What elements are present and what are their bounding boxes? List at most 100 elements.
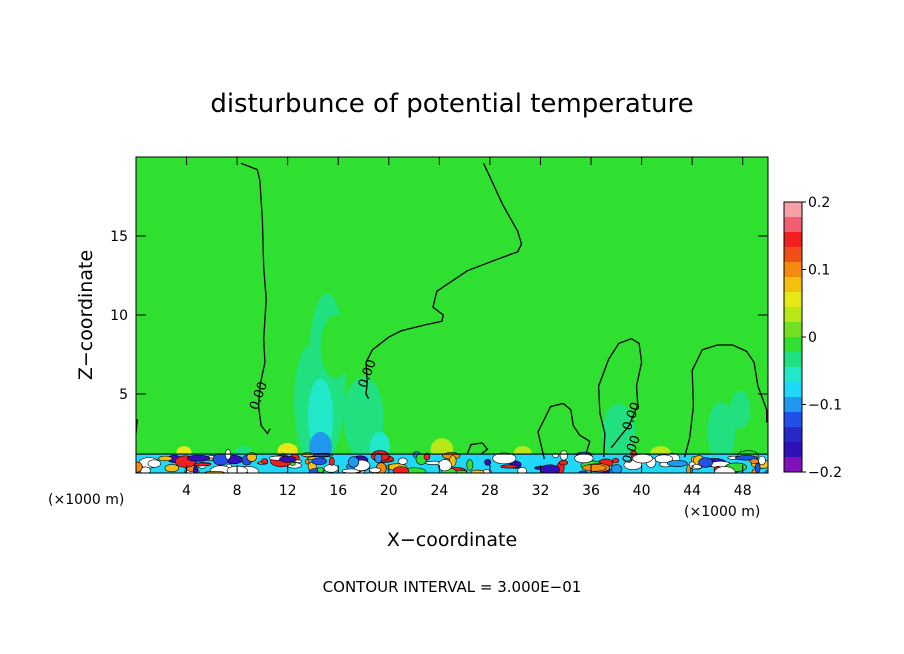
y-axis: 5 10 15 — [110, 229, 768, 403]
chart-title: disturbunce of potential temperature — [210, 89, 693, 119]
x-tick-label: 28 — [481, 483, 499, 499]
x-tick-label: 24 — [430, 483, 448, 499]
colorbar-tick-label: −0.2 — [808, 465, 842, 481]
colorbar-tick-label: 0.1 — [808, 263, 830, 279]
surface-cell — [517, 467, 527, 473]
colorbar-swatch — [784, 397, 802, 413]
surface-cell — [758, 455, 766, 466]
surface-cell — [582, 464, 607, 472]
colorbar-swatch — [784, 427, 802, 443]
surface-cell — [369, 467, 381, 473]
surface-cell — [500, 464, 518, 469]
anomaly-blob-7 — [602, 403, 636, 461]
surface-cell — [246, 452, 257, 462]
surface-cell — [328, 456, 335, 466]
surface-cell — [398, 457, 408, 465]
surface-cell — [484, 458, 492, 466]
surface-cell — [301, 452, 315, 458]
x-unit-left: (×1000 m) — [48, 492, 124, 508]
y-axis-title: Z−coordinate — [75, 250, 97, 380]
surface-cell — [470, 469, 485, 473]
surface-cell — [193, 465, 198, 473]
contour-line-1 — [365, 163, 523, 400]
plot-background — [136, 157, 768, 473]
x-tick-label: 40 — [633, 483, 651, 499]
surface-cell — [158, 455, 173, 462]
surface-cell — [304, 459, 310, 465]
surface-layer — [136, 449, 768, 473]
colorbar-swatch — [784, 337, 802, 353]
anomaly-blob-8 — [707, 401, 736, 462]
surface-cell — [714, 466, 736, 473]
colorbar-swatch — [784, 277, 802, 293]
surface-cell — [289, 461, 296, 466]
y-tick-label: 10 — [110, 308, 128, 324]
x-axis: 4 8 12 16 20 24 28 32 36 40 44 48 — [182, 157, 752, 499]
surface-cell — [654, 454, 674, 464]
surface-cell — [392, 466, 409, 473]
contour-layer — [136, 162, 768, 459]
surface-cell — [698, 457, 713, 468]
x-tick-label: 4 — [182, 483, 191, 499]
contour-line-5 — [466, 442, 489, 455]
x-tick-label: 20 — [380, 483, 398, 499]
contour-line-0 — [240, 162, 271, 435]
surface-cell — [574, 453, 594, 464]
surface-cell — [279, 455, 297, 463]
x-tick-label: 44 — [683, 483, 701, 499]
surface-cell — [316, 467, 325, 473]
x-unit-right: (×1000 m) — [684, 504, 760, 520]
contour-line-3 — [597, 337, 643, 458]
surface-cell — [187, 454, 211, 462]
surface-cell — [492, 452, 517, 465]
surface-cell — [749, 458, 760, 464]
colorbar-swatch — [784, 247, 802, 263]
colorbar-tick-label: 0 — [808, 330, 817, 346]
x-tick-label: 16 — [329, 483, 347, 499]
colorbar-swatch — [784, 232, 802, 248]
contour-line-4 — [683, 344, 768, 458]
surface-cell — [686, 464, 691, 473]
colorbar-swatch — [784, 367, 802, 383]
anomaly-blob-6 — [320, 315, 351, 379]
x-tick-label: 48 — [734, 483, 752, 499]
colorbar: 0.2 0.1 0 −0.1 −0.2 — [783, 195, 842, 481]
surface-cell — [667, 459, 688, 467]
surface-cell — [164, 464, 180, 473]
y-tick-label: 5 — [119, 387, 128, 403]
surface-cell — [423, 452, 431, 461]
colorbar-swatch — [784, 292, 802, 308]
colorbar-swatch — [784, 457, 802, 473]
surface-cell — [311, 457, 327, 466]
x-tick-label: 12 — [279, 483, 297, 499]
x-tick-label: 36 — [582, 483, 600, 499]
colorbar-swatch — [784, 307, 802, 323]
colorbar-swatch — [784, 352, 802, 368]
x-tick-label: 8 — [233, 483, 242, 499]
surface-cell — [294, 459, 302, 463]
surface-cell — [610, 464, 623, 473]
colorbar-tick-label: −0.1 — [808, 398, 842, 414]
surface-cell — [437, 459, 452, 472]
surface-cell — [261, 458, 269, 465]
surface-cell — [374, 452, 383, 464]
colorbar-tick-label: 0.2 — [808, 195, 830, 211]
surface-cell — [147, 459, 161, 468]
surface-cell — [347, 456, 360, 468]
surface-cell — [558, 460, 569, 466]
contour-interval-note: CONTOUR INTERVAL = 3.000E−01 — [323, 578, 582, 596]
contour-line-2 — [537, 402, 591, 459]
surface-cell — [466, 459, 474, 471]
surface-cell — [612, 458, 620, 464]
surface-cell — [341, 468, 360, 473]
y-tick-label: 15 — [110, 229, 128, 245]
colorbar-swatch — [784, 262, 802, 278]
colorbar-swatch — [784, 202, 802, 218]
x-axis-title: X−coordinate — [387, 529, 517, 551]
colorbar-swatch — [784, 442, 802, 458]
colorbar-swatch — [784, 412, 802, 428]
anomaly-blob-9 — [730, 390, 751, 429]
surface-cell — [559, 450, 568, 461]
surface-cell — [754, 462, 761, 473]
